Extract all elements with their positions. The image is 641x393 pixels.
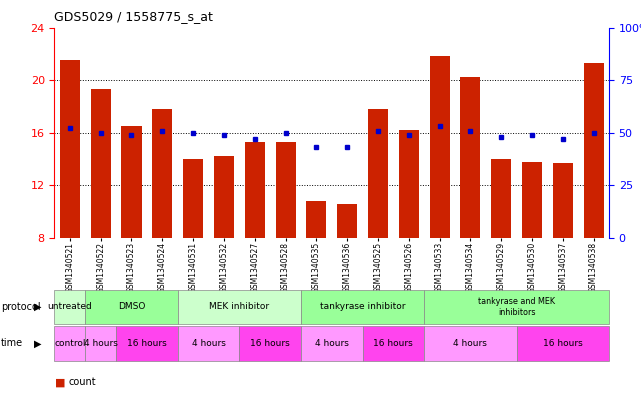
Text: 16 hours: 16 hours <box>250 339 290 348</box>
Bar <box>429 57 449 238</box>
Text: 4 hours: 4 hours <box>453 339 487 348</box>
Bar <box>583 63 604 238</box>
Bar <box>368 109 388 238</box>
Bar <box>337 204 357 238</box>
Bar <box>460 77 480 238</box>
Bar <box>522 162 542 238</box>
Text: time: time <box>1 338 23 349</box>
Bar <box>122 126 142 238</box>
Text: count: count <box>69 377 96 387</box>
Text: untreated: untreated <box>47 303 92 311</box>
Bar <box>153 109 172 238</box>
Text: 16 hours: 16 hours <box>127 339 167 348</box>
Text: tankyrase and MEK
inhibitors: tankyrase and MEK inhibitors <box>478 297 555 317</box>
Text: 4 hours: 4 hours <box>84 339 118 348</box>
Text: 4 hours: 4 hours <box>192 339 226 348</box>
Bar <box>183 159 203 238</box>
Text: protocol: protocol <box>1 302 40 312</box>
Text: 4 hours: 4 hours <box>315 339 349 348</box>
Bar <box>90 89 111 238</box>
Text: 16 hours: 16 hours <box>543 339 583 348</box>
Text: 16 hours: 16 hours <box>374 339 413 348</box>
Text: MEK inhibitor: MEK inhibitor <box>209 303 269 311</box>
Text: control: control <box>54 339 86 348</box>
Bar <box>306 201 326 238</box>
Text: ■: ■ <box>54 377 65 387</box>
Bar <box>276 142 296 238</box>
Text: ▶: ▶ <box>34 302 42 312</box>
Bar <box>399 130 419 238</box>
Text: DMSO: DMSO <box>118 303 145 311</box>
Bar <box>214 156 234 238</box>
Text: ▶: ▶ <box>34 338 42 349</box>
Bar <box>553 163 573 238</box>
Bar <box>245 142 265 238</box>
Bar <box>491 159 511 238</box>
Text: tankyrase inhibitor: tankyrase inhibitor <box>320 303 405 311</box>
Bar <box>60 61 80 238</box>
Text: GDS5029 / 1558775_s_at: GDS5029 / 1558775_s_at <box>54 10 213 23</box>
